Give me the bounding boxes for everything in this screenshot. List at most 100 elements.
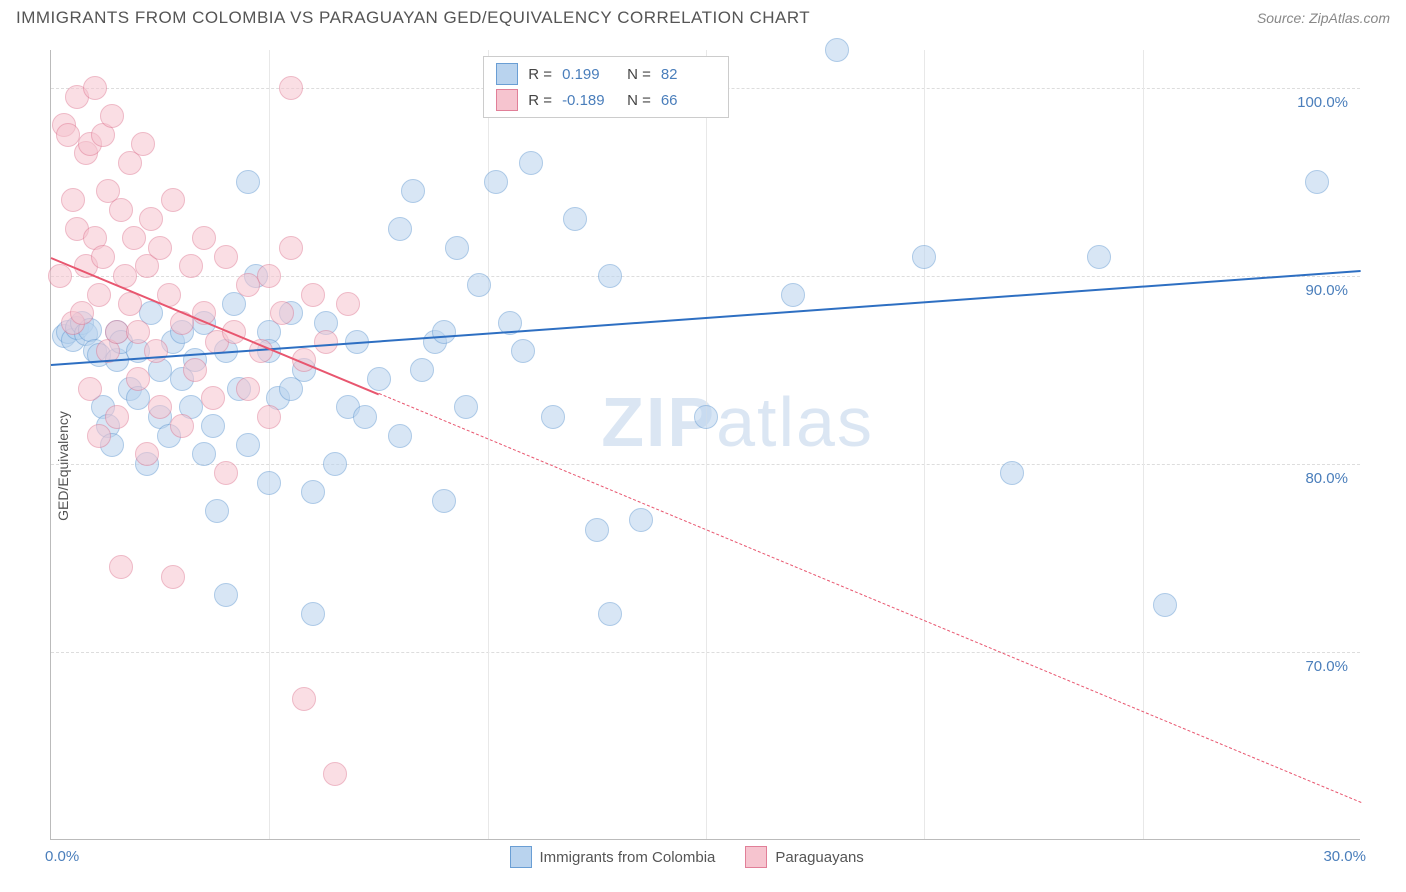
data-point (214, 583, 238, 607)
data-point (598, 264, 622, 288)
y-tick-label: 90.0% (1305, 282, 1348, 299)
series-legend: Immigrants from Colombia Paraguayans (510, 846, 864, 868)
y-tick-label: 80.0% (1305, 470, 1348, 487)
data-point (192, 226, 216, 250)
data-point (519, 151, 543, 175)
data-point (170, 414, 194, 438)
legend-swatch (510, 846, 532, 868)
legend-r-value: 0.199 (562, 66, 617, 83)
data-point (78, 377, 102, 401)
data-point (61, 188, 85, 212)
data-point (192, 442, 216, 466)
legend-r-label: R = (528, 66, 552, 83)
data-point (270, 301, 294, 325)
data-point (912, 245, 936, 269)
data-point (205, 499, 229, 523)
gridline-v (1143, 50, 1144, 839)
data-point (236, 273, 260, 297)
legend-r-label: R = (528, 92, 552, 109)
legend-label: Paraguayans (775, 849, 863, 866)
legend-swatch (496, 89, 518, 111)
data-point (257, 471, 281, 495)
chart-header: IMMIGRANTS FROM COLOMBIA VS PARAGUAYAN G… (0, 0, 1406, 32)
data-point (161, 188, 185, 212)
data-point (1087, 245, 1111, 269)
legend-item: Immigrants from Colombia (510, 846, 716, 868)
legend-n-value: 82 (661, 66, 716, 83)
legend-r-value: -0.189 (562, 92, 617, 109)
data-point (201, 414, 225, 438)
data-point (179, 254, 203, 278)
data-point (214, 245, 238, 269)
data-point (105, 405, 129, 429)
data-point (314, 330, 338, 354)
data-point (56, 123, 80, 147)
data-point (432, 489, 456, 513)
data-point (410, 358, 434, 382)
data-point (563, 207, 587, 231)
chart-source: Source: ZipAtlas.com (1257, 10, 1390, 26)
data-point (353, 405, 377, 429)
data-point (144, 339, 168, 363)
data-point (183, 358, 207, 382)
gridline-v (488, 50, 489, 839)
legend-n-label: N = (627, 92, 651, 109)
gridline-v (269, 50, 270, 839)
y-tick-label: 70.0% (1305, 658, 1348, 675)
data-point (257, 405, 281, 429)
correlation-legend: R = 0.199 N = 82 R = -0.189 N = 66 (483, 56, 729, 118)
data-point (1000, 461, 1024, 485)
data-point (236, 433, 260, 457)
legend-item: Paraguayans (745, 846, 863, 868)
data-point (87, 424, 111, 448)
x-tick-label: 0.0% (45, 848, 79, 865)
legend-n-value: 66 (661, 92, 716, 109)
data-point (279, 76, 303, 100)
data-point (48, 264, 72, 288)
data-point (201, 386, 225, 410)
data-point (105, 320, 129, 344)
data-point (257, 264, 281, 288)
chart-title: IMMIGRANTS FROM COLOMBIA VS PARAGUAYAN G… (16, 8, 810, 28)
data-point (388, 424, 412, 448)
legend-n-label: N = (627, 66, 651, 83)
data-point (388, 217, 412, 241)
data-point (236, 170, 260, 194)
legend-swatch (745, 846, 767, 868)
gridline-v (924, 50, 925, 839)
legend-row: R = -0.189 N = 66 (496, 89, 716, 111)
data-point (629, 508, 653, 532)
data-point (109, 555, 133, 579)
data-point (148, 395, 172, 419)
data-point (585, 518, 609, 542)
y-tick-label: 100.0% (1297, 94, 1348, 111)
data-point (292, 687, 316, 711)
data-point (100, 104, 124, 128)
data-point (122, 226, 146, 250)
legend-row: R = 0.199 N = 82 (496, 63, 716, 85)
data-point (598, 602, 622, 626)
data-point (781, 283, 805, 307)
data-point (87, 283, 111, 307)
watermark: ZIPatlas (601, 382, 874, 462)
data-point (301, 283, 325, 307)
data-point (511, 339, 535, 363)
data-point (825, 38, 849, 62)
data-point (148, 236, 172, 260)
x-tick-label: 30.0% (1323, 848, 1366, 865)
data-point (214, 461, 238, 485)
data-point (1305, 170, 1329, 194)
data-point (91, 245, 115, 269)
data-point (70, 301, 94, 325)
data-point (445, 236, 469, 260)
data-point (694, 405, 718, 429)
data-point (135, 442, 159, 466)
data-point (126, 367, 150, 391)
data-point (484, 170, 508, 194)
data-point (301, 480, 325, 504)
data-point (139, 207, 163, 231)
data-point (432, 320, 456, 344)
data-point (336, 292, 360, 316)
data-point (301, 602, 325, 626)
data-point (323, 452, 347, 476)
